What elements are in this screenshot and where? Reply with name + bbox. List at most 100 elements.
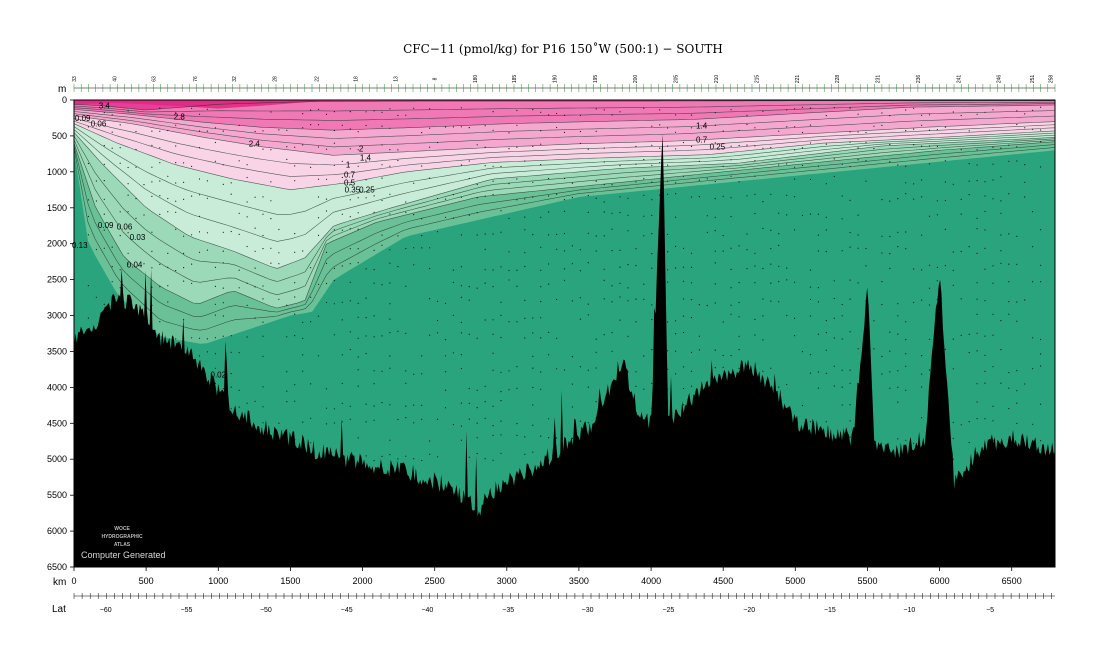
sample-dot: [365, 335, 367, 337]
sample-dot: [992, 334, 994, 336]
sample-dot: [928, 163, 931, 165]
sample-dot: [508, 389, 510, 391]
contour-line: [73, 104, 1056, 131]
sample-dot: [310, 124, 312, 126]
sample-dot: [238, 269, 240, 271]
sample-dot: [460, 196, 462, 198]
sample-dot: [87, 317, 89, 319]
sample-dot: [87, 234, 89, 236]
sample-dot: [183, 267, 185, 269]
sample-dot: [341, 213, 343, 215]
sample-dot: [778, 212, 780, 214]
sample-dot: [206, 180, 208, 182]
sample-dot: [1016, 123, 1018, 126]
sample-dot: [524, 337, 526, 339]
sample-dot: [159, 321, 161, 323]
sample-dot: [928, 129, 931, 131]
sample-dot: [421, 218, 423, 220]
sample-dot: [365, 160, 367, 162]
sample-dot: [833, 365, 835, 367]
sample-dot: [794, 166, 796, 168]
sample-dot: [730, 247, 732, 249]
sample-dot: [135, 130, 137, 133]
sample-dot: [651, 382, 653, 384]
sample-dot: [1024, 299, 1026, 301]
sample-dot: [1008, 281, 1010, 283]
sample-dot: [786, 214, 788, 216]
contour-line: [73, 118, 1056, 166]
sample-dot: [730, 197, 732, 199]
sample-dot: [936, 266, 939, 268]
sample-dot: [1040, 129, 1042, 131]
sample-dot: [603, 268, 605, 270]
sample-dot: [905, 182, 907, 184]
sample-dot: [357, 262, 359, 264]
sample-dot: [730, 159, 732, 161]
sample-dot: [857, 348, 859, 350]
sample-dot: [976, 451, 978, 453]
distance-unit-label: km: [53, 577, 66, 588]
sample-dot: [444, 371, 447, 373]
sample-dot: [357, 212, 359, 214]
sample-dot: [722, 366, 724, 368]
sample-dot: [444, 339, 447, 341]
sample-dot: [556, 126, 558, 129]
sample-dot: [992, 405, 994, 407]
sample-dot: [198, 130, 201, 132]
sample-dot: [643, 159, 645, 161]
sample-dot: [103, 213, 105, 215]
sample-dot: [191, 165, 193, 167]
sample-dot: [825, 320, 827, 322]
sample-dot: [262, 321, 264, 323]
station-label: 40: [112, 76, 118, 82]
sample-dot: [865, 180, 867, 182]
sample-dot: [801, 214, 804, 217]
contour-label: 1.4: [360, 153, 372, 162]
sample-dot: [532, 451, 534, 453]
sample-dot: [95, 200, 97, 202]
sample-dot: [905, 193, 907, 195]
sample-dot: [825, 183, 827, 185]
contour-line: [73, 141, 1056, 309]
sample-dot: [214, 266, 216, 268]
sample-dot: [579, 130, 582, 133]
sample-dot: [952, 338, 954, 340]
sample-dot: [516, 178, 518, 180]
sample-dot: [381, 402, 383, 404]
sample-dot: [381, 455, 383, 457]
sample-dot: [849, 436, 851, 438]
sample-dot: [333, 129, 335, 132]
sample-dot: [492, 333, 494, 335]
sample-dot: [746, 268, 748, 270]
sample-dot: [936, 214, 939, 216]
sample-dot: [849, 382, 851, 384]
sample-dot: [841, 386, 843, 388]
sample-dot: [397, 266, 399, 268]
sample-dot: [714, 124, 716, 126]
sample-dot: [556, 112, 558, 115]
sample-dot: [817, 387, 820, 389]
sample-dot: [357, 248, 359, 250]
sample-dot: [921, 417, 923, 419]
sample-dot: [381, 144, 383, 146]
distance-tick-label: 3000: [497, 576, 517, 586]
sample-dot: [762, 370, 764, 372]
sample-dot: [675, 131, 677, 133]
sample-dot: [563, 232, 566, 235]
sample-dot: [579, 142, 582, 145]
sample-dot: [897, 333, 899, 335]
sample-dot: [294, 180, 296, 182]
sample-dot: [270, 200, 272, 202]
station-label: 246: [997, 75, 1003, 84]
chart-title: CFC−11 (pmol/kg) for P16 150˚W (500:1) −…: [403, 41, 723, 56]
sample-dot: [1008, 407, 1010, 410]
sample-dot: [357, 228, 359, 230]
sample-dot: [325, 210, 328, 212]
sample-dot: [183, 198, 185, 200]
sample-dot: [175, 145, 177, 147]
sample-dot: [1016, 110, 1018, 112]
sample-dot: [635, 181, 637, 183]
sample-dot: [984, 268, 986, 270]
sample-dot: [682, 175, 685, 177]
sample-dot: [476, 234, 478, 236]
